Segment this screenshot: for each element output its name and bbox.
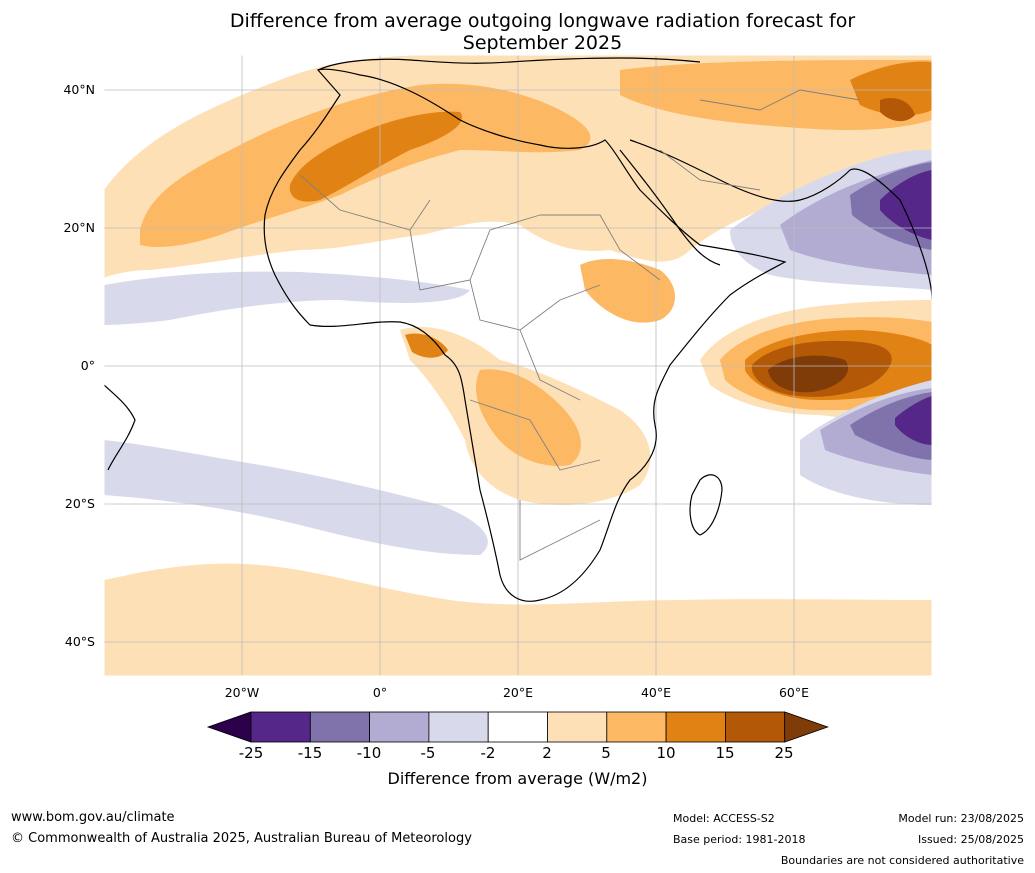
colorbar-title: Difference from average (W/m2) xyxy=(387,769,648,788)
lon-label-0: 0° xyxy=(372,685,388,700)
copyright-text: © Commonwealth of Australia 2025, Austra… xyxy=(11,831,472,846)
boundaries-disclaimer: Boundaries are not considered authoritat… xyxy=(780,854,1024,867)
south-america-coastline xyxy=(104,384,136,471)
colorbar-tick-label: 5 xyxy=(601,744,611,762)
lat-label-equator: 0° xyxy=(80,358,95,373)
positive-anomaly-region-ethiopia xyxy=(580,258,675,323)
strong-positive-region-gulf-of-guinea xyxy=(405,333,448,358)
map-frame xyxy=(103,54,933,677)
negative-anomaly-region-south-atlantic xyxy=(104,440,488,555)
colorbar-tick-label: 10 xyxy=(656,744,676,762)
model-run-date: Model run: 23/08/2025 xyxy=(898,812,1024,825)
colorbar-tick-label: -2 xyxy=(480,744,496,762)
lat-label-20n: 20°N xyxy=(63,220,95,235)
lat-label-40s: 40°S xyxy=(64,634,95,649)
lon-label-60e: 60°E xyxy=(778,685,810,700)
africa-coastline xyxy=(263,68,787,602)
europe-coastline xyxy=(317,57,701,71)
title-line-1: Difference from average outgoing longwav… xyxy=(229,10,856,32)
moderate-positive-region-central-africa xyxy=(475,369,581,466)
map-title: Difference from average outgoing longwav… xyxy=(150,10,935,54)
lon-label-40e: 40°E xyxy=(640,685,672,700)
colorbar-tick-label: 2 xyxy=(542,744,552,762)
extreme-positive-region-indian-ocean xyxy=(768,355,849,393)
colorbar-tick-label: -25 xyxy=(238,744,264,762)
strong-positive-region-sahara xyxy=(289,111,462,202)
colorbar-tick-label: 25 xyxy=(774,744,794,762)
very-strong-negative-region-india xyxy=(880,170,932,240)
issued-date: Issued: 25/08/2025 xyxy=(917,833,1024,846)
coastlines xyxy=(104,57,932,602)
lat-label-40n: 40°N xyxy=(63,82,95,97)
moderate-positive-region-northeast xyxy=(620,60,932,130)
title-line-2: September 2025 xyxy=(462,32,623,54)
website-link[interactable]: www.bom.gov.au/climate xyxy=(11,810,175,825)
red-sea-coastline xyxy=(619,149,721,266)
strong-positive-region-iran xyxy=(850,61,932,116)
lat-label-20s: 20°S xyxy=(64,496,95,511)
colorbar-tick-label: -5 xyxy=(420,744,436,762)
arabia-coastline xyxy=(629,139,932,301)
graticule xyxy=(104,55,932,676)
lon-label-20w: 20°W xyxy=(224,685,260,700)
colorbar-tick-label: 15 xyxy=(715,744,735,762)
model-name: Model: ACCESS-S2 xyxy=(673,812,775,825)
colorbar-tick-label: -15 xyxy=(297,744,323,762)
colorbar-tick-label: -10 xyxy=(356,744,382,762)
very-strong-negative-region-south-indian-ocean xyxy=(895,396,932,445)
negative-anomaly-region-tropical-atlantic xyxy=(104,271,470,325)
base-period: Base period: 1981-2018 xyxy=(673,833,806,846)
country-borders xyxy=(299,89,861,561)
lon-label-20e: 20°E xyxy=(502,685,534,700)
very-strong-positive-region-iran xyxy=(880,98,915,122)
madagascar-coastline xyxy=(689,474,723,536)
